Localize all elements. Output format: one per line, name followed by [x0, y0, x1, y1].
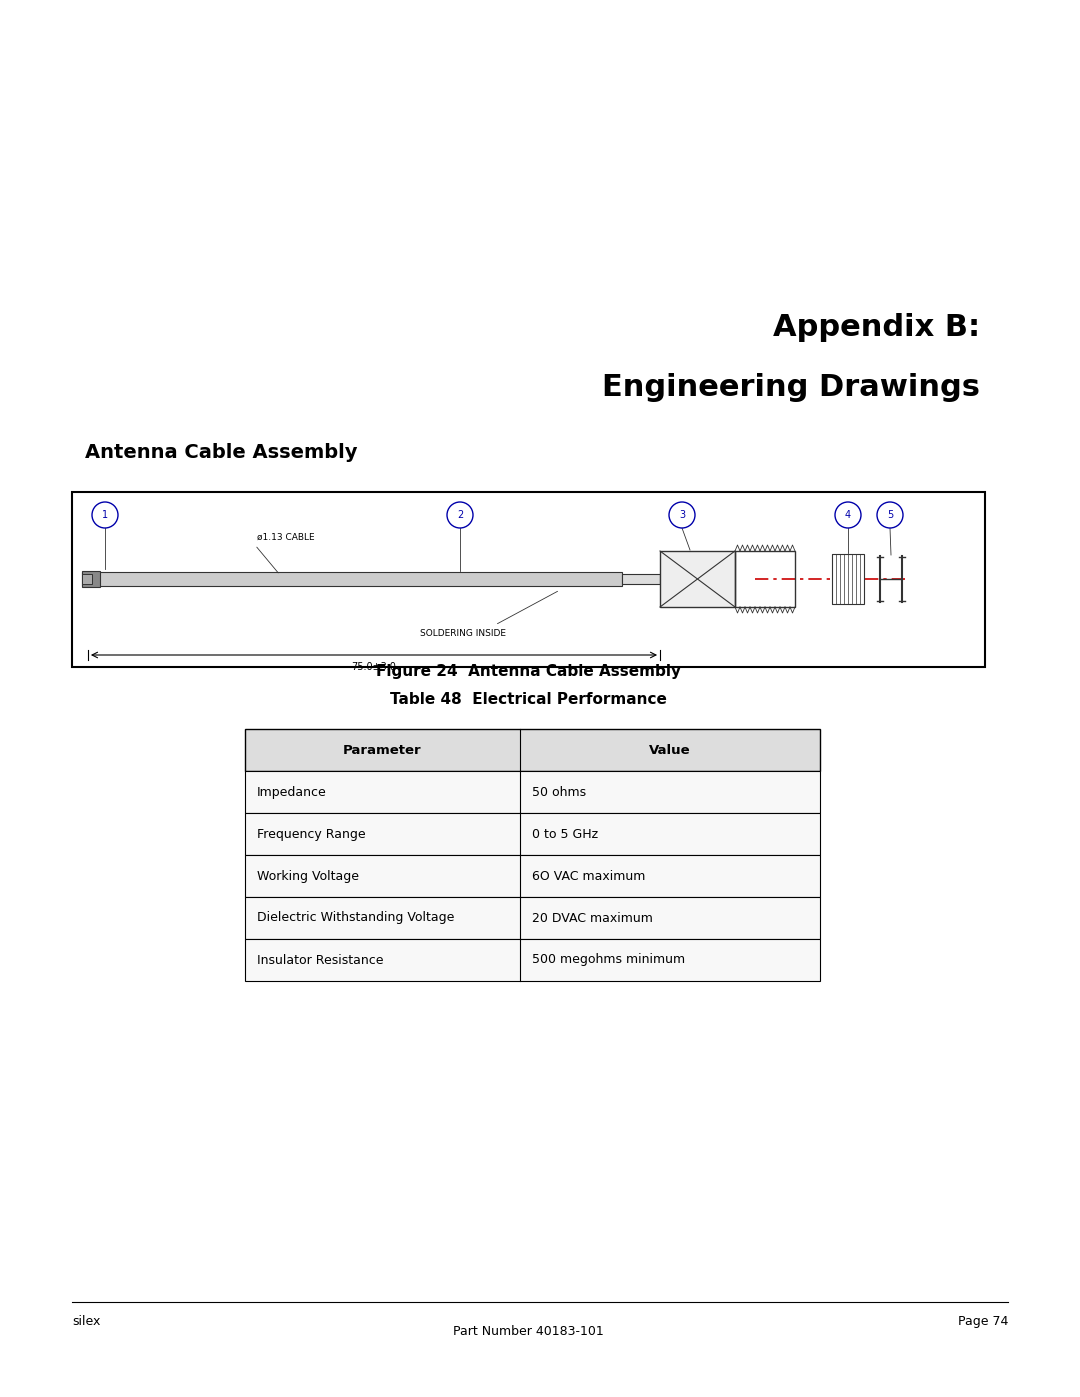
Circle shape — [669, 502, 696, 528]
Bar — [735, 550, 795, 608]
Text: Working Voltage: Working Voltage — [257, 869, 359, 883]
Bar — [622, 574, 660, 584]
Text: Parameter: Parameter — [343, 743, 422, 757]
Text: 4: 4 — [845, 510, 851, 520]
Text: 6O VAC maximum: 6O VAC maximum — [532, 869, 646, 883]
Text: 20 DVAC maximum: 20 DVAC maximum — [532, 911, 653, 925]
Text: Table 48  Electrical Performance: Table 48 Electrical Performance — [390, 692, 667, 707]
Bar — [832, 555, 864, 604]
Circle shape — [835, 502, 861, 528]
Circle shape — [92, 502, 118, 528]
Bar — [245, 729, 820, 771]
Text: Antenna Cable Assembly: Antenna Cable Assembly — [85, 443, 357, 462]
Text: 5: 5 — [887, 510, 893, 520]
Text: Appendix B:: Appendix B: — [773, 313, 980, 342]
Text: 0 to 5 GHz: 0 to 5 GHz — [532, 827, 598, 841]
Text: 50 ohms: 50 ohms — [532, 785, 586, 799]
Bar — [72, 492, 985, 666]
Text: Figure 24  Antenna Cable Assembly: Figure 24 Antenna Cable Assembly — [376, 664, 681, 679]
Bar — [660, 550, 735, 608]
Text: Insulator Resistance: Insulator Resistance — [257, 954, 383, 967]
Text: Page 74: Page 74 — [958, 1315, 1008, 1329]
Bar — [82, 574, 92, 584]
Bar — [245, 855, 820, 897]
Bar — [245, 813, 820, 855]
Text: 500 megohms minimum: 500 megohms minimum — [532, 954, 685, 967]
Bar — [82, 571, 622, 585]
Circle shape — [877, 502, 903, 528]
Text: 75.0±3.0: 75.0±3.0 — [352, 662, 396, 672]
Bar — [245, 771, 820, 813]
Text: Part Number 40183-101: Part Number 40183-101 — [454, 1324, 604, 1338]
Text: Impedance: Impedance — [257, 785, 327, 799]
Text: silex: silex — [72, 1315, 100, 1329]
Bar — [245, 897, 820, 939]
Circle shape — [447, 502, 473, 528]
Bar — [82, 571, 100, 587]
Text: 1: 1 — [102, 510, 108, 520]
Text: 3: 3 — [679, 510, 685, 520]
Text: Value: Value — [649, 743, 691, 757]
Bar — [245, 939, 820, 981]
Text: Dielectric Withstanding Voltage: Dielectric Withstanding Voltage — [257, 911, 455, 925]
Text: Engineering Drawings: Engineering Drawings — [602, 373, 980, 402]
Text: SOLDERING INSIDE: SOLDERING INSIDE — [420, 629, 507, 638]
Text: 2: 2 — [457, 510, 463, 520]
Text: ø1.13 CABLE: ø1.13 CABLE — [257, 534, 314, 542]
Text: Frequency Range: Frequency Range — [257, 827, 366, 841]
